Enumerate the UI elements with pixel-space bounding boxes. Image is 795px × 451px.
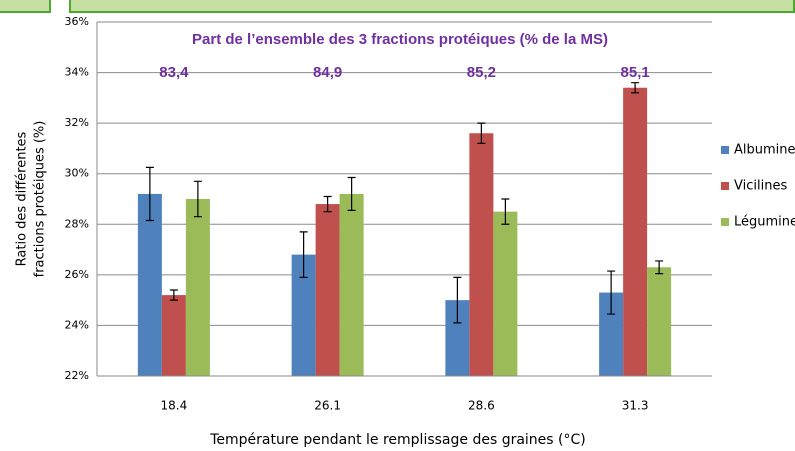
bar [137,193,162,376]
bar [315,204,340,376]
annotation-value: 85,1 [621,64,650,81]
y-tick-label: 34% [65,66,89,79]
legend-label: Albumines [734,143,795,158]
x-tick-label: 26.1 [314,399,341,413]
error-bar [477,122,486,144]
x-tick-label: 18.4 [161,399,188,413]
bar [493,211,518,376]
legend-label: Légumines [734,215,795,230]
error-bar [453,276,462,324]
error-bar [145,166,154,222]
x-axis-label: Température pendant le remplissage des g… [209,432,586,448]
y-tick-label: 36% [65,15,89,28]
error-bar [607,270,616,315]
legend-swatch [721,182,729,190]
y-tick-label: 24% [65,318,89,331]
y-tick-label: 26% [65,268,89,281]
error-bar [323,195,332,213]
annotation-value: 85,2 [467,64,496,81]
error-bar [655,260,664,275]
error-bar [193,180,202,218]
bar [647,267,672,376]
annotation-value: 84,9 [313,64,342,81]
y-axis-label: fractions protéiques (%) [33,121,48,278]
legend-swatch [721,146,729,154]
x-tick-label: 28.6 [468,399,495,413]
header-box [0,0,51,13]
legend-swatch [721,218,729,226]
error-bar [299,231,308,278]
y-tick-label: 32% [65,116,89,129]
legend-label: Vicilines [734,179,787,194]
x-tick-label: 31.3 [622,399,649,413]
bar [469,133,494,376]
y-tick-label: 22% [65,369,89,382]
bar [161,295,186,376]
bar [339,193,364,376]
y-tick-label: 30% [65,167,89,180]
chart-title: Part de l’ensemble des 3 fractions proté… [192,31,608,48]
error-bar [631,82,640,94]
bar [185,199,210,376]
header-box [69,0,795,13]
error-bar [169,289,178,301]
bar [623,87,648,376]
error-bar [347,176,356,211]
y-tick-label: 28% [65,217,89,230]
annotation-value: 83,4 [159,64,189,81]
y-axis-label: Ratio des différentes [15,131,30,266]
error-bar [501,198,510,225]
